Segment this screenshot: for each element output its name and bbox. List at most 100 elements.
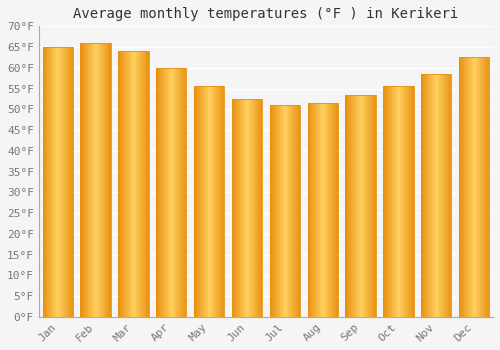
Bar — [94, 43, 95, 317]
Bar — [197, 86, 198, 317]
Bar — [352, 95, 353, 317]
Bar — [145, 51, 146, 317]
Bar — [486, 57, 487, 317]
Bar — [332, 103, 334, 317]
Bar — [206, 86, 207, 317]
Bar — [118, 51, 119, 317]
Bar — [405, 86, 406, 317]
Bar — [403, 86, 404, 317]
Bar — [297, 105, 298, 317]
Bar — [413, 86, 414, 317]
Bar — [232, 99, 234, 317]
Title: Average monthly temperatures (°F ) in Kerikeri: Average monthly temperatures (°F ) in Ke… — [74, 7, 458, 21]
Bar — [446, 74, 447, 317]
Bar — [400, 86, 402, 317]
Bar — [299, 105, 300, 317]
Bar — [156, 68, 157, 317]
Bar — [146, 51, 147, 317]
Bar — [366, 95, 368, 317]
Bar — [421, 74, 452, 317]
Bar — [408, 86, 409, 317]
Bar — [62, 47, 63, 317]
Bar — [243, 99, 244, 317]
Bar — [174, 68, 175, 317]
Bar — [220, 86, 222, 317]
Bar — [347, 95, 348, 317]
Bar — [207, 86, 208, 317]
Bar — [431, 74, 432, 317]
Bar — [365, 95, 366, 317]
Bar — [363, 95, 364, 317]
Bar — [50, 47, 51, 317]
Bar — [296, 105, 297, 317]
Bar — [308, 103, 309, 317]
Bar — [122, 51, 123, 317]
Bar — [393, 86, 394, 317]
Bar — [253, 99, 254, 317]
Bar — [281, 105, 282, 317]
Bar — [346, 95, 376, 317]
Bar — [131, 51, 132, 317]
Bar — [108, 43, 109, 317]
Bar — [399, 86, 400, 317]
Bar — [84, 43, 85, 317]
Bar — [69, 47, 70, 317]
Bar — [329, 103, 330, 317]
Bar — [390, 86, 391, 317]
Bar — [147, 51, 148, 317]
Bar — [201, 86, 202, 317]
Bar — [142, 51, 144, 317]
Bar — [349, 95, 350, 317]
Bar — [85, 43, 86, 317]
Bar — [52, 47, 53, 317]
Bar — [125, 51, 126, 317]
Bar — [58, 47, 59, 317]
Bar — [123, 51, 124, 317]
Bar — [481, 57, 482, 317]
Bar — [319, 103, 320, 317]
Bar — [322, 103, 324, 317]
Bar — [97, 43, 98, 317]
Bar — [214, 86, 215, 317]
Bar — [184, 68, 185, 317]
Bar — [144, 51, 145, 317]
Bar — [234, 99, 235, 317]
Bar — [372, 95, 374, 317]
Bar — [260, 99, 262, 317]
Bar — [42, 47, 43, 317]
Bar — [384, 86, 414, 317]
Bar — [448, 74, 449, 317]
Bar — [397, 86, 398, 317]
Bar — [80, 43, 110, 317]
Bar — [326, 103, 328, 317]
Bar — [435, 74, 436, 317]
Bar — [242, 99, 243, 317]
Bar — [276, 105, 278, 317]
Bar — [406, 86, 408, 317]
Bar — [91, 43, 92, 317]
Bar — [350, 95, 352, 317]
Bar — [46, 47, 47, 317]
Bar — [465, 57, 466, 317]
Bar — [232, 99, 262, 317]
Bar — [362, 95, 363, 317]
Bar — [163, 68, 164, 317]
Bar — [359, 95, 360, 317]
Bar — [44, 47, 45, 317]
Bar — [100, 43, 101, 317]
Bar — [164, 68, 165, 317]
Bar — [216, 86, 218, 317]
Bar — [279, 105, 280, 317]
Bar — [240, 99, 241, 317]
Bar — [460, 57, 462, 317]
Bar — [356, 95, 357, 317]
Bar — [353, 95, 354, 317]
Bar — [331, 103, 332, 317]
Bar — [238, 99, 240, 317]
Bar — [82, 43, 84, 317]
Bar — [166, 68, 167, 317]
Bar — [107, 43, 108, 317]
Bar — [235, 99, 236, 317]
Bar — [280, 105, 281, 317]
Bar — [412, 86, 413, 317]
